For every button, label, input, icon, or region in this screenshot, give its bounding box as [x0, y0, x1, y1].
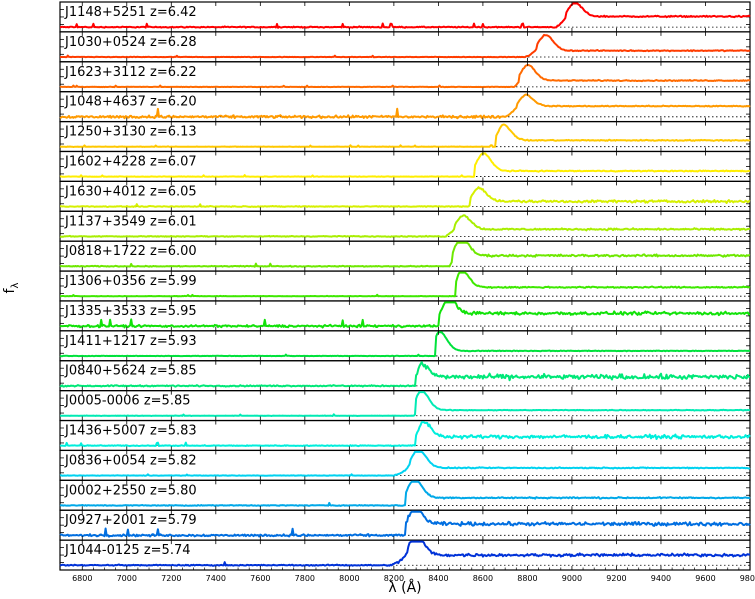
x-tick-label: 8000	[339, 574, 359, 583]
spectrum-panel: J1602+4228 z=6.07	[59, 150, 751, 182]
spectrum-line	[59, 480, 751, 507]
spectrum-line	[59, 301, 751, 329]
spectrum-label: J1137+3549 z=6.01	[64, 214, 197, 229]
spectrum-label: J1335+3533 z=5.95	[64, 304, 197, 319]
spectrum-label: J1148+5251 z=6.42	[64, 5, 197, 20]
x-tick-label: 7800	[295, 574, 315, 583]
y-axis-label-main: f	[2, 287, 18, 293]
spectrum-line	[59, 241, 751, 268]
spectrum-panel: J0927+2001 z=5.79	[59, 509, 751, 541]
x-tick-label: 7200	[161, 574, 181, 583]
spectrum-label: J1044-0125 z=5.74	[64, 543, 191, 558]
spectrum-panel: J1137+3549 z=6.01	[59, 210, 751, 242]
spectrum-label: J0840+5624 z=5.85	[64, 364, 197, 379]
x-tick-label: 9600	[695, 574, 715, 583]
spectrum-panel: J0005-0006 z=5.85	[59, 390, 751, 422]
spectrum-line	[59, 123, 751, 148]
spectrum-label: J1623+3112 z=6.22	[64, 65, 197, 80]
spectrum-line	[59, 64, 751, 89]
spectrum-line	[59, 331, 751, 358]
x-axis: 6800 7000 7200 7400 7600 7800 8000 8200 8400 8600…	[72, 2, 755, 583]
spectrum-label: J1630+4012 z=6.05	[64, 184, 197, 199]
spectrum-line	[59, 152, 751, 178]
x-tick-label: 8200	[384, 574, 404, 583]
spectrum-panel: J0840+5624 z=5.85	[59, 360, 751, 392]
spectrum-line	[60, 2, 751, 29]
spectrum-label: J1306+0356 z=5.99	[64, 274, 197, 289]
x-tick-label: 7400	[206, 574, 226, 583]
spectrum-line	[59, 33, 751, 59]
x-tick-label: 8400	[428, 574, 448, 583]
spectrum-label: J0002+2550 z=5.80	[64, 483, 197, 498]
x-tick-label: 9000	[562, 574, 582, 583]
x-tick-label: 7000	[117, 574, 137, 583]
x-tick-label: 9400	[651, 574, 671, 583]
x-tick-label: 6800	[72, 574, 92, 583]
spectrum-label: J1411+1217 z=5.93	[64, 334, 197, 349]
x-tick-label: 980	[740, 574, 755, 583]
spectrum-panel: J1044-0125 z=5.74	[59, 539, 751, 571]
y-axis-label-subscript: λ	[10, 282, 21, 288]
spectrum-line	[59, 510, 751, 538]
x-tick-label: 7600	[250, 574, 270, 583]
spectrum-panel: J1250+3130 z=6.13	[59, 120, 751, 153]
spectrum-label: J0005-0006 z=5.85	[64, 394, 191, 409]
y-axis-label: fλ	[2, 282, 21, 293]
spectrum-line	[60, 271, 751, 298]
x-tick-label: 9200	[606, 574, 626, 583]
spectrum-panel: J0002+2550 z=5.80	[59, 479, 751, 511]
spectrum-line	[59, 421, 751, 448]
spectrum-label: J0927+2001 z=5.79	[64, 513, 197, 528]
spectrum-line	[60, 186, 751, 208]
spectrum-panel: J1411+1217 z=5.93	[59, 330, 751, 362]
spectrum-label: J1030+0524 z=6.28	[64, 35, 197, 50]
spectrum-label: J1436+5007 z=5.83	[64, 424, 197, 439]
spectrum-line	[59, 214, 751, 238]
spectrum-label: J1602+4228 z=6.07	[64, 154, 197, 169]
x-tick-label: 8800	[517, 574, 537, 583]
spectrum-label: J1048+4637 z=6.20	[64, 95, 197, 110]
spectrum-line	[59, 361, 751, 388]
spectrum-line	[59, 450, 751, 477]
spectrum-panel: J1306+0356 z=5.99	[59, 270, 751, 302]
panels-group: J1148+5251 z=6.42 J1030+0524 z=6.28 J1623+…	[59, 1, 751, 571]
spectrum-label: J0836+0054 z=5.82	[64, 453, 197, 468]
x-tick-label: 8600	[473, 574, 493, 583]
spectrum-panel: J0836+0054 z=5.82	[59, 449, 751, 481]
spectrum-label: J1250+3130 z=6.13	[64, 125, 197, 140]
spectrum-label: J0818+1722 z=6.00	[64, 244, 197, 259]
spectrum-line	[59, 540, 751, 567]
spectrum-line	[59, 93, 751, 120]
x-axis-label: λ (Å)	[388, 579, 421, 596]
spectrum-line	[59, 391, 751, 417]
